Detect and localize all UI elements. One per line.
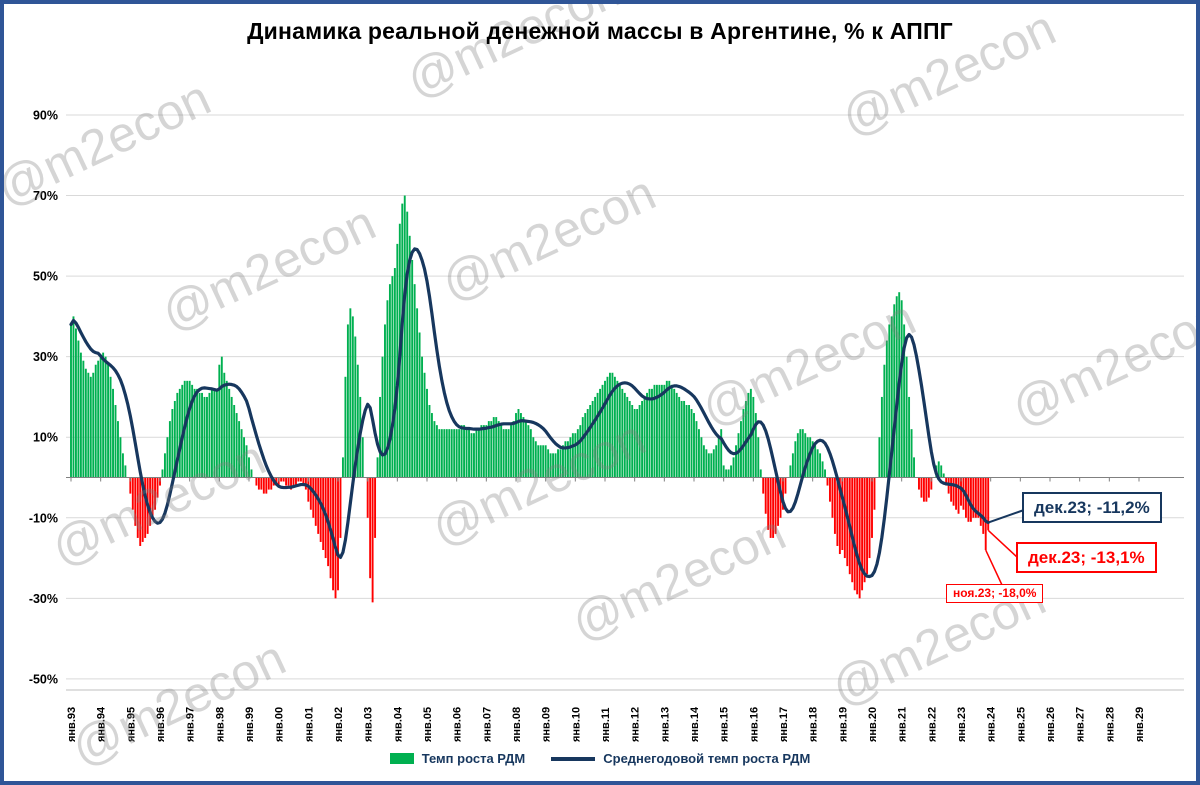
svg-text:янв.99: янв.99 — [244, 707, 256, 742]
svg-text:янв.27: янв.27 — [1075, 707, 1087, 742]
svg-text:70%: 70% — [33, 189, 58, 203]
svg-text:янв.16: янв.16 — [748, 707, 760, 742]
chart-canvas: 90% 70% 50% 30% 10% -10% -30% -50% янв.93 янв.94 я… — [29, 108, 1184, 742]
svg-text:янв.10: янв.10 — [570, 707, 582, 742]
svg-text:-10%: -10% — [29, 511, 58, 525]
svg-text:янв.15: янв.15 — [719, 707, 731, 742]
svg-text:янв.08: янв.08 — [511, 707, 523, 742]
svg-text:янв.29: янв.29 — [1134, 707, 1146, 742]
svg-text:янв.96: янв.96 — [155, 707, 167, 742]
svg-text:янв.12: янв.12 — [630, 707, 642, 742]
svg-text:янв.97: янв.97 — [185, 707, 197, 742]
svg-text:янв.26: янв.26 — [1045, 707, 1057, 742]
svg-text:янв.21: янв.21 — [897, 707, 909, 742]
legend-line-swatch — [551, 756, 596, 761]
svg-text:янв.24: янв.24 — [986, 706, 998, 742]
svg-text:30%: 30% — [33, 350, 58, 364]
chart-title: Динамика реальной денежной массы в Арген… — [247, 18, 953, 44]
svg-text:янв.00: янв.00 — [274, 707, 286, 742]
svg-text:10%: 10% — [33, 431, 58, 445]
svg-text:янв.28: янв.28 — [1104, 707, 1116, 742]
annotation-bar-nov23: ноя.23; -18,0% — [946, 584, 1044, 603]
svg-text:янв.22: янв.22 — [926, 707, 938, 742]
legend-bar-swatch — [389, 753, 414, 764]
svg-text:янв.23: янв.23 — [956, 707, 968, 742]
svg-text:янв.93: янв.93 — [66, 707, 78, 742]
annotation-line-dec23: дек.23; -11,2% — [1022, 492, 1162, 524]
svg-text:янв.02: янв.02 — [333, 707, 345, 742]
svg-text:янв.14: янв.14 — [689, 706, 701, 742]
svg-text:янв.17: янв.17 — [778, 707, 790, 742]
svg-text:янв.20: янв.20 — [867, 707, 879, 742]
svg-text:-50%: -50% — [29, 672, 58, 686]
svg-text:янв.18: янв.18 — [808, 707, 820, 742]
svg-text:-30%: -30% — [29, 592, 58, 606]
svg-text:янв.98: янв.98 — [214, 707, 226, 742]
svg-text:янв.94: янв.94 — [96, 706, 108, 742]
svg-text:янв.06: янв.06 — [452, 707, 464, 742]
legend-line-label: Среднегодовой темп роста РДМ — [603, 751, 811, 766]
svg-text:янв.25: янв.25 — [1015, 707, 1027, 742]
legend-item-bars: Темп роста РДМ — [389, 751, 526, 766]
svg-text:50%: 50% — [33, 270, 58, 284]
svg-text:янв.04: янв.04 — [392, 706, 404, 742]
svg-text:янв.01: янв.01 — [303, 707, 315, 742]
svg-text:янв.07: янв.07 — [481, 707, 493, 742]
svg-text:янв.09: янв.09 — [541, 707, 553, 742]
svg-text:янв.05: янв.05 — [422, 707, 434, 742]
chart-legend: Темп роста РДМ Среднегодовой темп роста … — [4, 751, 1196, 766]
annotation-bar-dec23: дек.23; -13,1% — [1016, 542, 1157, 574]
svg-text:янв.19: янв.19 — [837, 707, 849, 742]
svg-text:янв.95: янв.95 — [125, 707, 137, 742]
svg-text:90%: 90% — [33, 108, 58, 122]
svg-text:янв.13: янв.13 — [659, 707, 671, 742]
svg-text:янв.11: янв.11 — [600, 707, 612, 742]
legend-item-line: Среднегодовой темп роста РДМ — [551, 751, 810, 766]
legend-bar-label: Темп роста РДМ — [421, 751, 526, 766]
svg-text:янв.03: янв.03 — [363, 707, 375, 742]
